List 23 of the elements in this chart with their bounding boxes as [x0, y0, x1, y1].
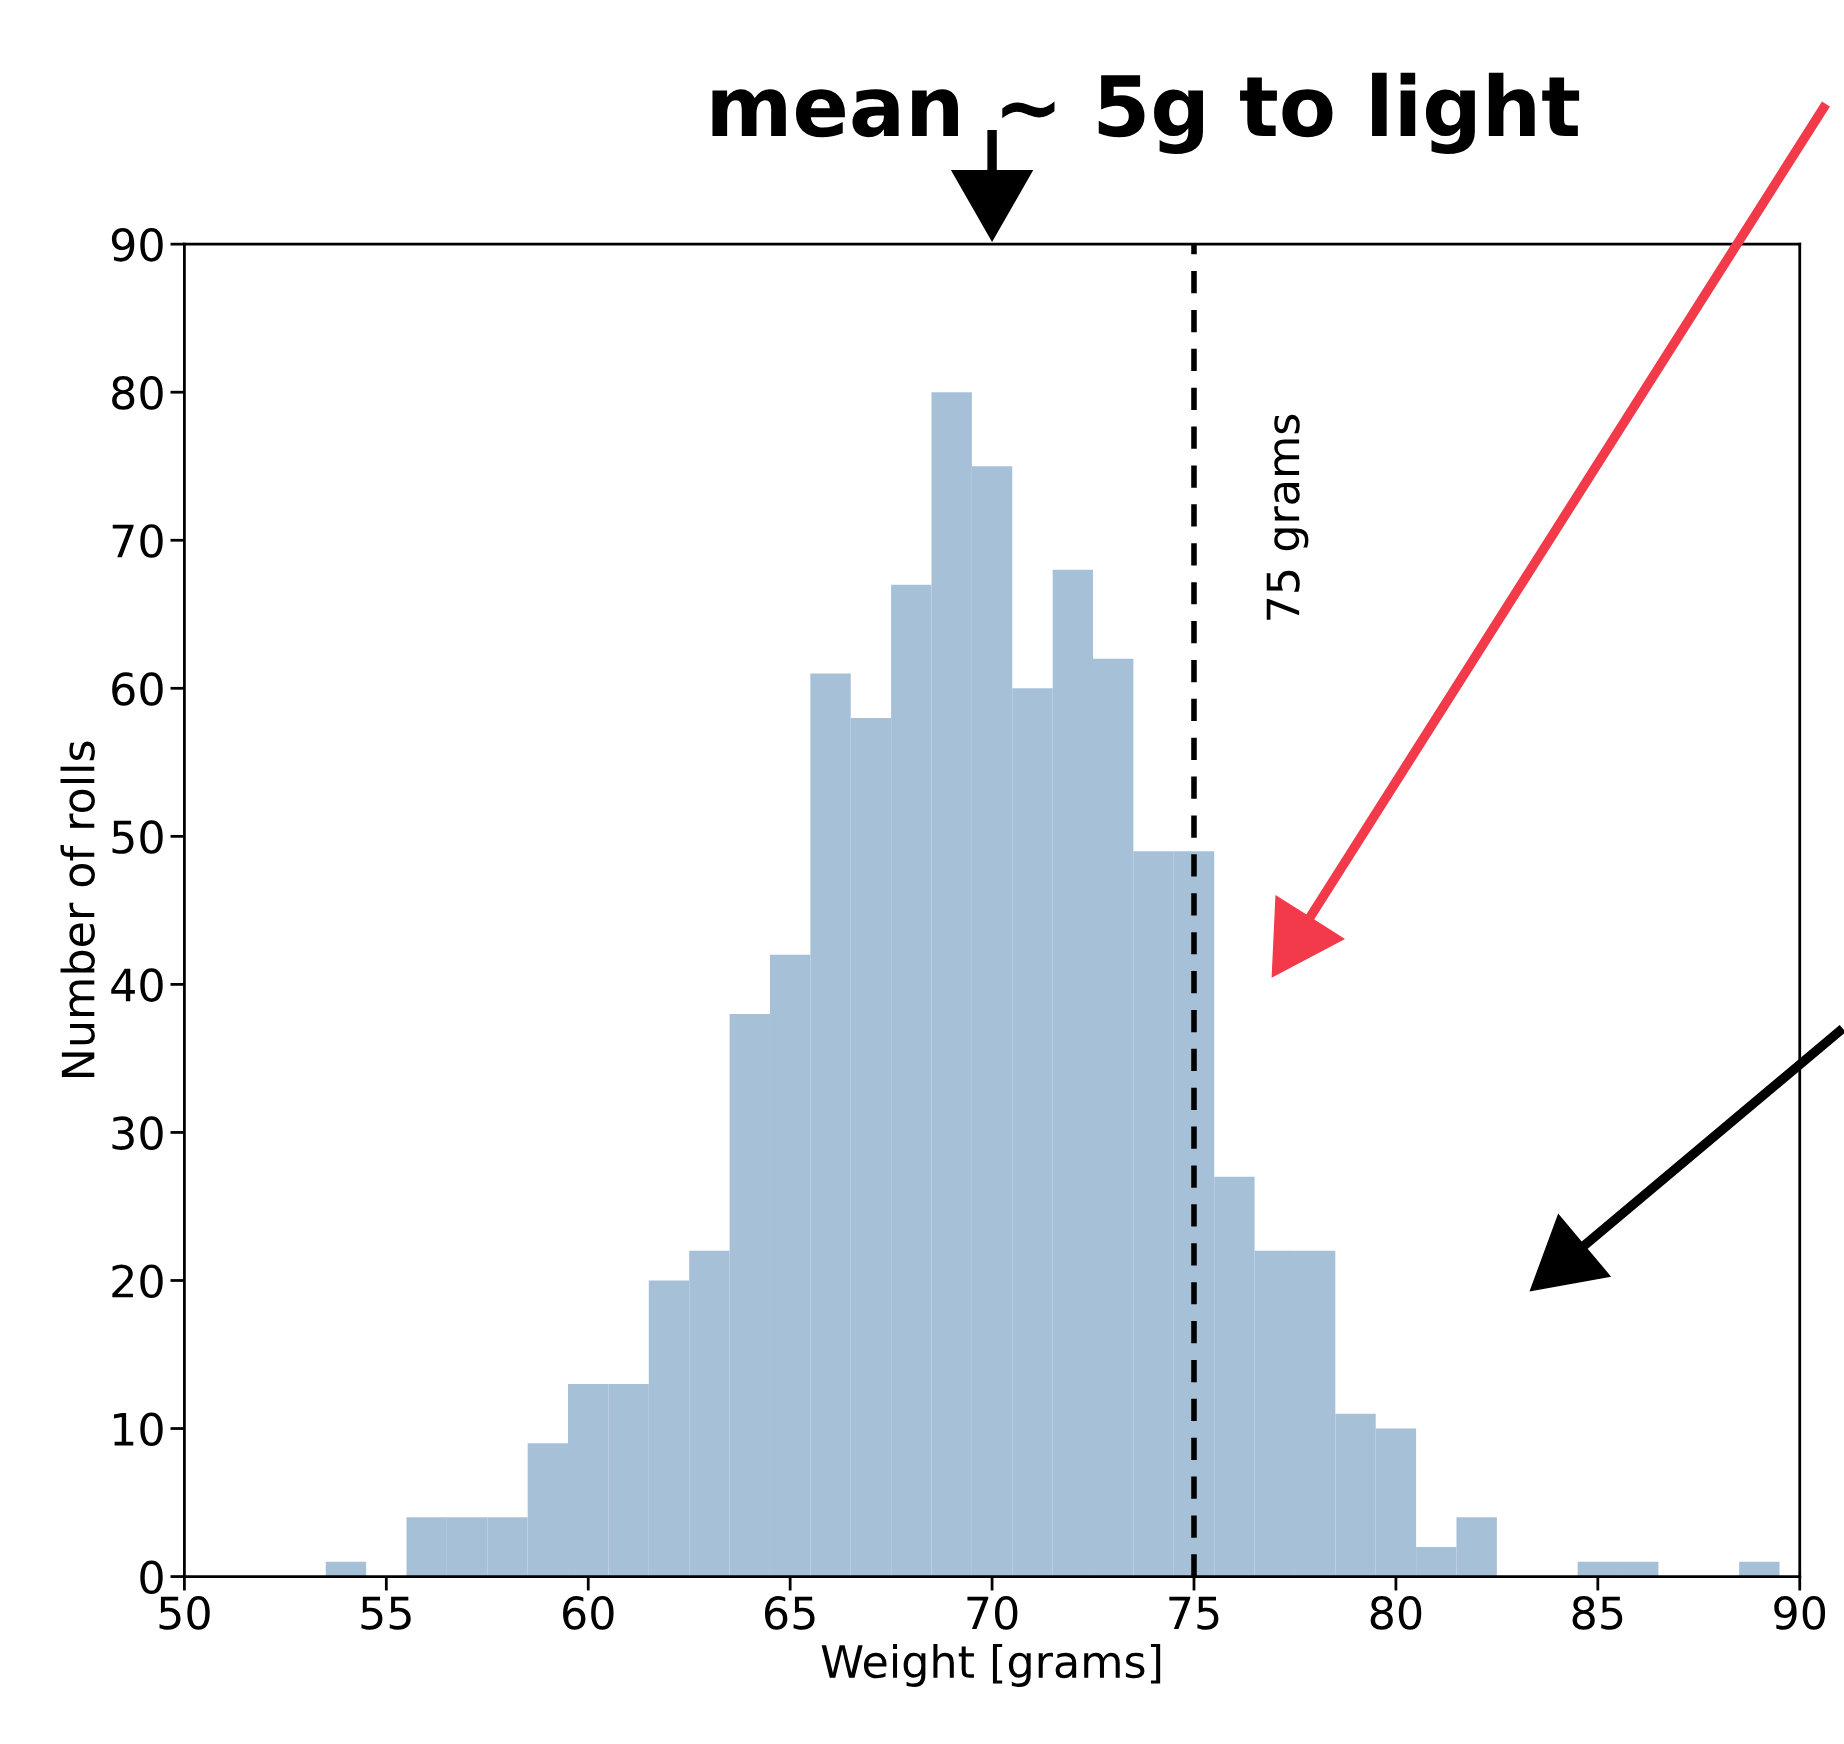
x-tick-label: 75 [1169, 1596, 1219, 1630]
text: mean ~ 5g to light [712, 72, 1580, 155]
x-tick-label: 55 [361, 1596, 411, 1630]
y-tick-label: 10 [113, 1412, 163, 1447]
y-tick-label: 30 [112, 1116, 163, 1150]
x-axis-title: Weight [grams] [821, 1643, 1161, 1687]
y-tick-label: 40 [111, 968, 163, 1002]
x-tick-label: 60 [563, 1596, 614, 1630]
y-tick-label: 50 [112, 820, 163, 854]
x-tick-label: 90 [1774, 1596, 1826, 1630]
x-tick-label: 50 [159, 1596, 210, 1630]
y-tick-label: 60 [112, 672, 163, 706]
y-tick-label: 90 [111, 228, 163, 262]
x-tick-label: 85 [1572, 1596, 1623, 1630]
x-tick-label: 80 [1370, 1596, 1422, 1630]
y-tick-label: 0 [140, 1560, 163, 1595]
y-tick-label: 70 [112, 524, 163, 558]
y-axis-title: Number of rolls [60, 741, 95, 1077]
y-tick-label: 80 [112, 376, 163, 410]
x-tick-label: 70 [967, 1596, 1018, 1630]
x-tick-label: 65 [764, 1596, 815, 1630]
ref-line-label: 75 grams [1266, 414, 1309, 620]
y-tick-label: 20 [112, 1264, 163, 1298]
